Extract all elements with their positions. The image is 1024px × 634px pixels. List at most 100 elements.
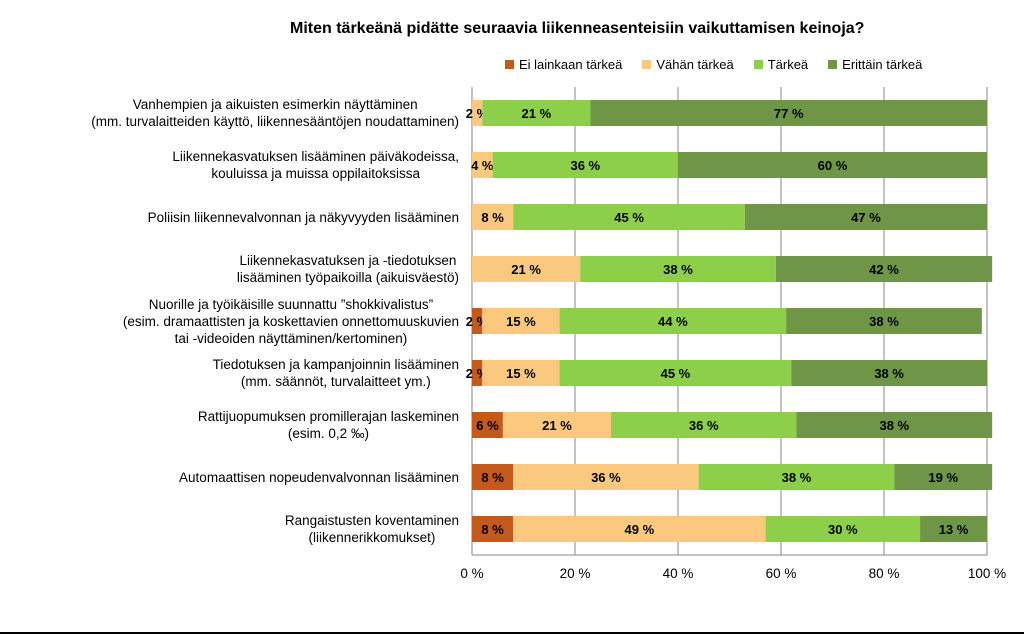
bar-segment [765,516,921,542]
bar-segment [472,464,514,490]
data-label: 8 % [481,522,504,537]
data-label: 4 % [471,158,494,173]
chart-title: Miten tärkeänä pidätte seuraavia liikenn… [290,20,865,37]
legend-item: Vähän tärkeä [642,57,734,72]
bar-segment [580,256,776,282]
bar-segment [744,204,987,230]
category-label: Liikennekasvatuksen ja -tiedotuksen lisää… [237,252,459,286]
data-label: 36 % [591,470,621,485]
legend-item: Tärkeä [753,56,809,72]
data-label: 21 % [542,418,572,433]
bar-segment [791,360,987,386]
category-label-line: Liikennekasvatuksen ja -tiedotuksen [239,253,457,268]
data-label: 8 % [481,470,504,485]
data-label: 15 % [506,314,536,329]
data-label: 13 % [939,522,969,537]
category-label-line: Liikennekasvatuksen lisääminen päiväkode… [172,149,459,164]
category-label-line: (esim. dramaattisten ja koskettavien onn… [122,313,459,329]
bar-segment [678,152,987,178]
category-label-line: Rangaistusten koventaminen [284,513,459,528]
category-label-line: (liikennerikkomukset) [308,530,436,545]
x-tick-label: 0 % [460,566,483,581]
bar-segment [482,100,591,126]
legend-label: Erittäin tärkeä [842,56,923,72]
data-label: 36 % [570,158,600,173]
legend-label: Tärkeä [767,56,809,72]
category-label-line: (esim. 0,2 ‰) [287,426,369,441]
x-tick-label: 20 % [560,566,591,581]
x-tick-label: 60 % [766,566,797,581]
x-tick-label: 80 % [869,566,900,581]
category-label: Automaattisen nopeudenvalvonnan lisäämin… [179,469,459,486]
bar-segment [482,360,560,386]
data-label: 45 % [614,210,644,225]
data-label: 44 % [658,314,688,329]
bar-segment [559,308,787,334]
legend-swatch [753,59,763,69]
bar-segment [492,152,678,178]
data-label: 21 % [522,106,552,121]
data-label: 15 % [506,366,536,381]
bottom-divider [0,632,1024,634]
data-label: 6 % [476,418,499,433]
bar-segment [920,516,987,542]
category-label-line: Automaattisen nopeudenvalvonnan lisäämin… [179,469,459,485]
category-label: Rangaistusten koventaminen (liikennerikko… [285,512,459,546]
category-label-line: kouluissa ja muissa oppilaitoksissa [211,166,420,181]
bar-segment [775,256,993,282]
category-label: Vanhempien ja aikuisten esimerkin näyttä… [91,96,459,130]
category-label-line: tai -videoiden näyttäminen/kertominen) [174,330,408,346]
chart-legend: Ei lainkaan tärkeä Vähän tärkeä Tärkeä Erit… [505,55,942,73]
data-label: 38 % [869,314,899,329]
data-label: 38 % [663,262,693,277]
bar-segment [472,152,493,178]
bar-segment [786,308,982,334]
data-label: 38 % [782,470,812,485]
x-tick-label: 100 % [968,566,1006,581]
bar-segment [472,516,514,542]
category-label: Rattijuopumuksen promillerajan laskemine… [198,408,459,442]
bar-segment [472,256,581,282]
data-label: 49 % [625,522,655,537]
legend-swatch [828,59,838,69]
data-label: 36 % [689,418,719,433]
data-label: 30 % [828,522,858,537]
category-label-line: lisääminen työpaikoilla (aikuisväestö) [236,270,459,285]
bar-segment [611,412,797,438]
category-label: Poliisin liikennevalvonnan ja näkyvyyden… [148,209,459,226]
category-label: Nuorille ja työikäisille suunnattu ”shok… [123,296,459,347]
bar-segment [796,412,993,438]
legend-item: Ei lainkaan tärkeä [505,57,622,72]
category-label-line: Vanhempien ja aikuisten esimerkin näyttä… [132,97,418,112]
bar-segment [482,308,560,334]
legend-label: Ei lainkaan tärkeä [519,56,623,72]
x-tick-label: 40 % [663,566,694,581]
bar-segment [513,464,699,490]
bar-segment [894,464,993,490]
bar-segment [472,412,503,438]
bar-segment [513,204,745,230]
category-label-line: Tiedotuksen ja kampanjoinnin lisääminen [212,357,459,372]
data-label: 45 % [661,366,691,381]
bar-segment [472,360,483,386]
bar-segment [472,204,514,230]
data-label: 60 % [818,158,848,173]
bar-segment [502,412,612,438]
category-label-line: Rattijuopumuksen promillerajan laskemine… [197,409,459,424]
bar-segment [590,100,987,126]
data-label: 42 % [869,262,899,277]
data-label: 19 % [928,470,958,485]
data-label: 8 % [481,210,504,225]
bar-segment [472,100,483,126]
legend-swatch [505,59,514,69]
data-label: 77 % [774,106,804,121]
category-label: Tiedotuksen ja kampanjoinnin lisääminen (… [213,356,459,390]
category-label-line: Nuorille ja työikäisille suunnattu ”shok… [148,296,434,312]
category-label-line: (mm. turvalaitteiden käyttö, liikennesää… [91,114,459,129]
data-label: 38 % [879,418,909,433]
legend-item: Erittäin tärkeä [828,57,922,72]
bar-segment [698,464,895,490]
category-label-line: (mm. säännöt, turvalaitteet ym.) [240,374,431,389]
bar-segment [472,308,483,334]
